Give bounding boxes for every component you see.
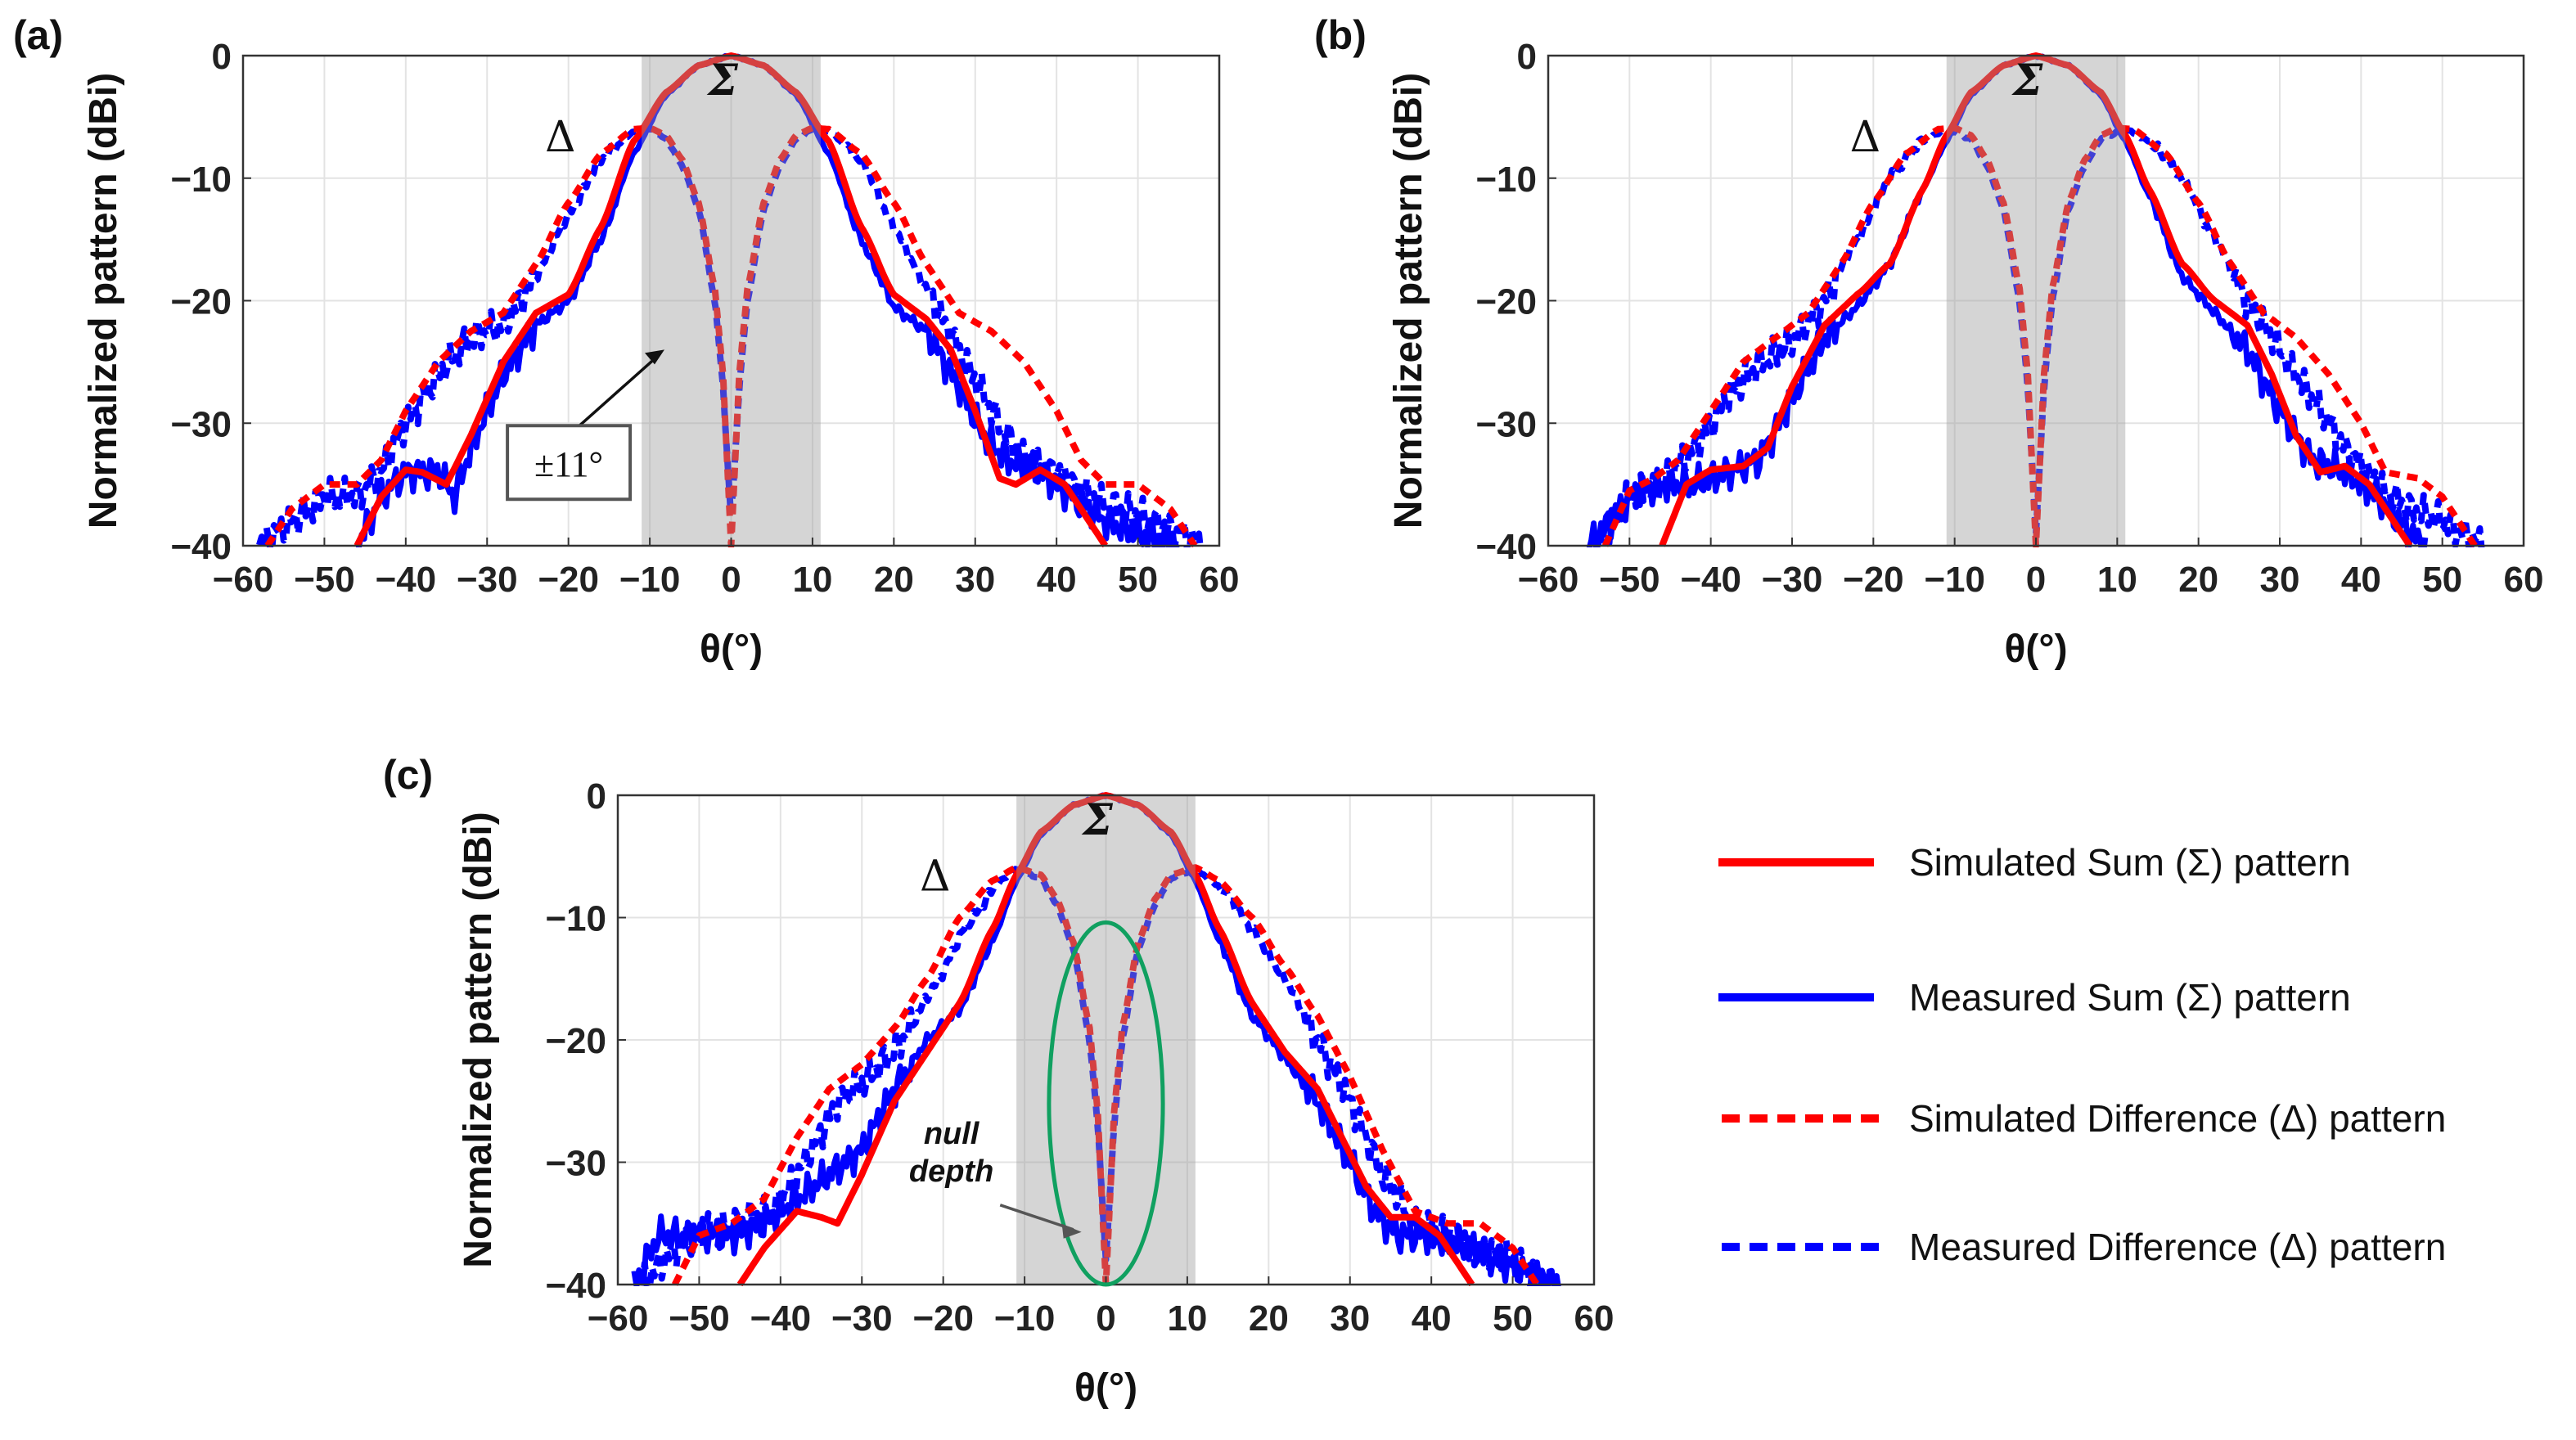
null-depth-label: null [924, 1117, 980, 1151]
annotation-arrow [567, 354, 660, 437]
x-tick-label: −20 [1843, 560, 1904, 600]
x-tick-label: 20 [874, 560, 914, 600]
x-tick-label: 40 [1412, 1298, 1452, 1339]
null-depth-ellipse [1047, 920, 1165, 1287]
legend-label: Simulated Difference (Δ) pattern [1909, 1097, 2446, 1140]
legend-label: Measured Difference (Δ) pattern [1909, 1226, 2446, 1268]
chart-panel-b: −60 −50 −40 −30 −20 −10 0 10 20 30 40 50 60 0 −10 −20 −3… [1314, 12, 2543, 671]
y-tick-label: 0 [212, 37, 232, 77]
difference-label: Δ [1850, 113, 1881, 162]
panels: −60 −50 −40 −30 −20 −10 0 10 20 30 40 50 60 0 −10 −20 −3… [13, 12, 2543, 1410]
simulated-difference-line [1601, 124, 2478, 547]
x-tick-label: −10 [619, 560, 681, 600]
legend: Simulated Sum (Σ) pattern Measured Sum (Σ… [1718, 841, 2446, 1268]
x-tick-label: 0 [1096, 1298, 1115, 1339]
x-tick-label: 40 [2341, 560, 2381, 600]
x-tick-label: 10 [792, 560, 832, 600]
x-tick-label: −60 [1518, 560, 1579, 600]
x-tick-label: 60 [1200, 560, 1240, 600]
x-tick-label: 50 [1118, 560, 1158, 600]
y-tick-label: −10 [1475, 160, 1537, 200]
x-axis-label: θ(°) [2004, 628, 2067, 671]
sum-label: Σ [1081, 795, 1113, 845]
difference-label: Δ [920, 853, 951, 902]
x-tick-label: 20 [2178, 560, 2218, 600]
sum-label: Σ [706, 56, 738, 106]
y-tick-label: −40 [170, 527, 232, 567]
y-axis-label: Normalized pattern (dBi) [82, 73, 125, 529]
shaded-region [1016, 795, 1196, 1285]
x-tick-label: 50 [1493, 1298, 1533, 1339]
panel-label: (a) [13, 12, 63, 58]
x-axis-label: θ(°) [700, 628, 763, 671]
x-tick-label: 50 [2422, 560, 2462, 600]
y-tick-label: −40 [1475, 527, 1537, 567]
x-tick-label: 10 [2097, 560, 2137, 600]
y-tick-label: 0 [1517, 37, 1537, 77]
x-tick-label: −40 [376, 560, 437, 600]
annotation-box [506, 424, 633, 502]
x-tick-label: −40 [1680, 560, 1741, 600]
sum-label: Σ [2011, 56, 2043, 106]
legend-item: Measured Sum (Σ) pattern [1718, 976, 2351, 1019]
legend-item: Simulated Difference (Δ) pattern [1722, 1097, 2446, 1140]
x-tick-label: −30 [1762, 560, 1823, 600]
arrow-head-icon [644, 349, 664, 365]
legend-label: Measured Sum (Σ) pattern [1909, 976, 2351, 1019]
x-tick-label: 30 [1330, 1298, 1370, 1339]
x-tick-label: −50 [669, 1298, 730, 1339]
x-axis-label: θ(°) [1074, 1366, 1137, 1410]
x-tick-label: 30 [2260, 560, 2300, 600]
x-tick-label: −30 [831, 1298, 893, 1339]
chart-panel-c: −60 −50 −40 −30 −20 −10 0 10 20 30 40 50 60 0 −10 −20 −3… [383, 752, 1614, 1410]
y-axis-label: Normalized pattern (dBi) [457, 812, 500, 1267]
y-tick-label: −20 [545, 1021, 606, 1061]
x-tick-label: −60 [588, 1298, 649, 1339]
x-tick-label: −20 [912, 1298, 974, 1339]
y-axis-label: Normalized pattern (dBi) [1387, 73, 1430, 529]
x-tick-label: −60 [213, 560, 274, 600]
chart-panel-a: −60 −50 −40 −30 −20 −10 0 10 20 30 40 50 60 0 −10 −20 −3… [13, 12, 1239, 671]
x-tick-label: 60 [2504, 560, 2544, 600]
null-depth-label: depth [909, 1154, 993, 1189]
x-tick-label: 60 [1574, 1298, 1615, 1339]
y-tick-label: −20 [170, 282, 232, 322]
y-tick-label: −30 [1475, 404, 1537, 444]
y-tick-label: −10 [170, 160, 232, 200]
x-tick-label: 10 [1167, 1298, 1207, 1339]
y-tick-label: −10 [545, 899, 606, 939]
panel-label: (b) [1314, 12, 1367, 58]
y-tick-label: −30 [545, 1144, 606, 1184]
shaded-region [642, 56, 821, 546]
x-tick-label: −50 [1599, 560, 1660, 600]
x-tick-label: 40 [1037, 560, 1077, 600]
x-tick-label: −10 [1924, 560, 1985, 600]
annotation-text: ±11° [534, 444, 603, 484]
x-tick-label: 30 [955, 560, 995, 600]
y-tick-label: −30 [170, 404, 232, 444]
x-tick-label: −30 [457, 560, 518, 600]
panel-label: (c) [383, 752, 433, 798]
x-tick-label: 0 [721, 560, 741, 600]
measured-difference-line [1593, 125, 2485, 547]
legend-label: Simulated Sum (Σ) pattern [1909, 841, 2351, 884]
x-tick-label: −40 [750, 1298, 812, 1339]
x-tick-label: −10 [994, 1298, 1056, 1339]
legend-item: Simulated Sum (Σ) pattern [1718, 841, 2351, 884]
arrow-head-icon [1061, 1223, 1082, 1239]
x-tick-label: 0 [2026, 560, 2046, 600]
shaded-region [1946, 56, 2126, 546]
y-tick-label: −40 [545, 1266, 606, 1306]
y-tick-label: 0 [587, 776, 606, 817]
x-tick-label: −20 [538, 560, 599, 600]
difference-label: Δ [545, 113, 576, 162]
legend-item: Measured Difference (Δ) pattern [1722, 1226, 2446, 1268]
y-tick-label: −20 [1475, 282, 1537, 322]
x-tick-label: 20 [1249, 1298, 1289, 1339]
x-tick-label: −50 [294, 560, 355, 600]
annotation-arrow [999, 1204, 1074, 1231]
measured-difference-line [638, 866, 1546, 1286]
